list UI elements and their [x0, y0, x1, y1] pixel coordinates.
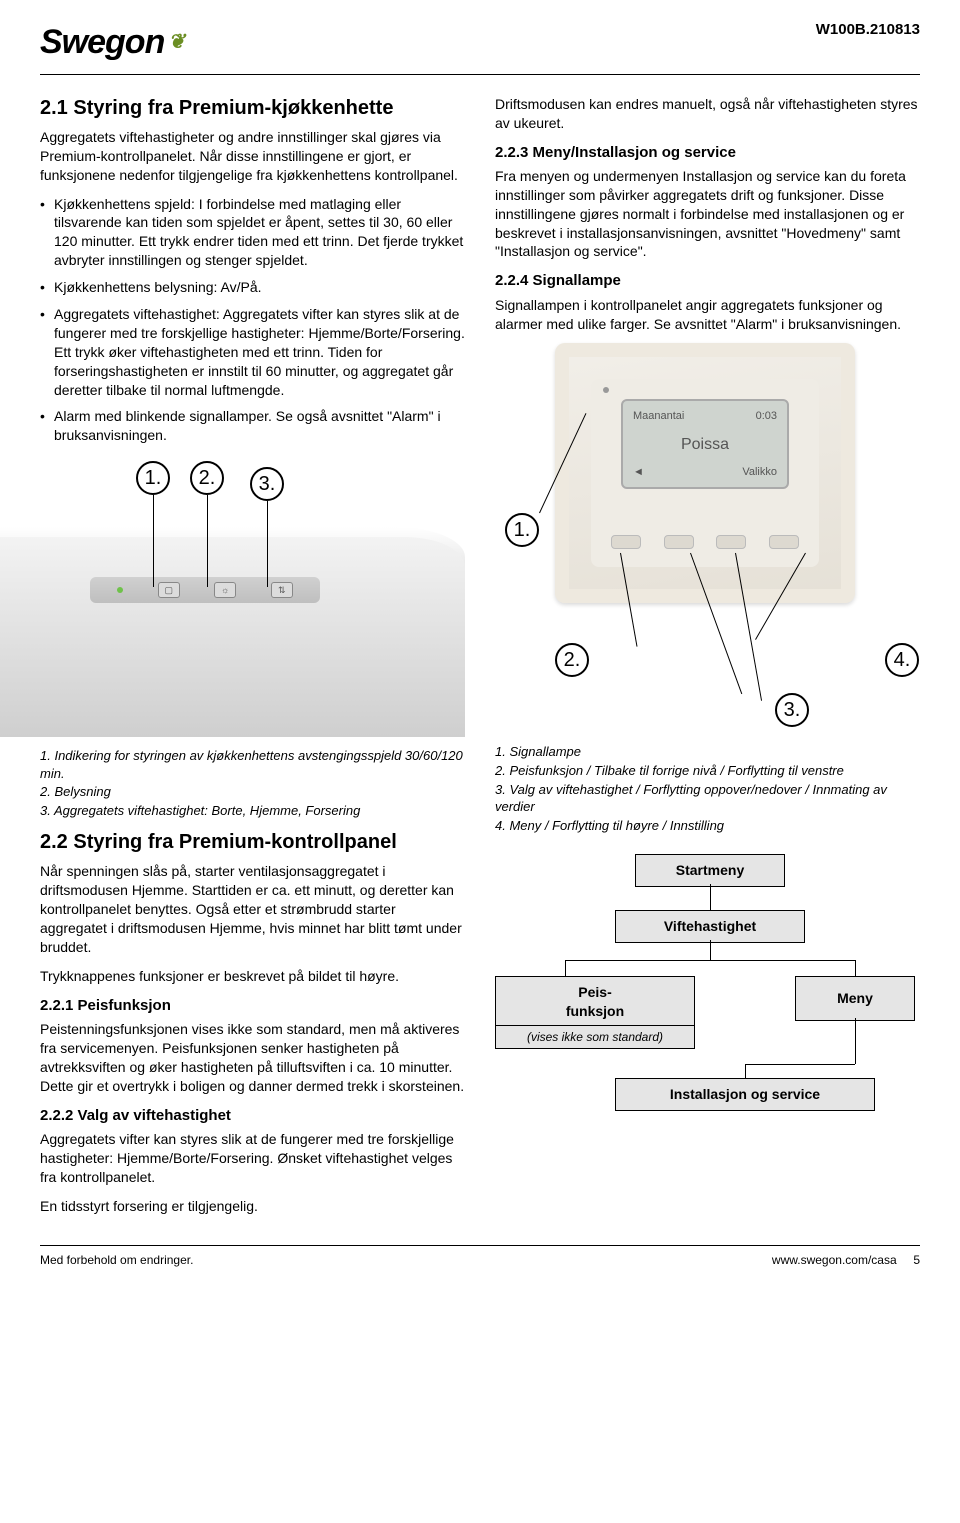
peis-line1: Peis- — [508, 983, 682, 1002]
main-columns: 2.1 Styring fra Premium-kjøkkenhette Agg… — [40, 95, 920, 1226]
page-footer: Med forbehold om endringer. www.swegon.c… — [40, 1245, 920, 1268]
footer-url: www.swegon.com/casa — [772, 1253, 897, 1267]
list-item: Aggregatets viftehastighet: Aggregatets … — [40, 305, 465, 399]
logo-text: Swegon — [40, 20, 164, 66]
lcd-screen: Maanantai 0:03 Poissa ◄ Valikko — [621, 399, 789, 489]
paragraph: Fra menyen og undermenyen Installasjon o… — [495, 167, 920, 261]
right-column: Driftsmodusen kan endres manuelt, også n… — [495, 95, 920, 1226]
menu-box-install: Installasjon og service — [615, 1078, 875, 1111]
heading-2-2-2: 2.2.2 Valg av viftehastighet — [40, 1106, 465, 1126]
callout-2: 2. — [555, 643, 589, 677]
paragraph: Aggregatets viftehastigheter og andre in… — [40, 128, 465, 185]
callout-line — [207, 495, 208, 587]
lcd-mode: Poissa — [633, 434, 777, 456]
bullet-list: Kjøkkenhettens spjeld: I forbindelse med… — [40, 195, 465, 446]
figure-caption-1: 1. Indikering for styringen av kjøkkenhe… — [40, 747, 465, 819]
menu-box-start: Startmeny — [635, 854, 785, 887]
panel-button-up — [664, 535, 694, 549]
caption-line: 1. Signallampe — [495, 743, 920, 761]
heading-2-2: 2.2 Styring fra Premium-kontrollpanel — [40, 829, 465, 856]
list-item: Alarm med blinkende signallamper. Se ogs… — [40, 407, 465, 445]
tree-line — [855, 960, 856, 976]
paragraph: Når spenningen slås på, starter ventilas… — [40, 862, 465, 956]
hood-body — [0, 537, 465, 737]
caption-line: 1. Indikering for styringen av kjøkkenhe… — [40, 747, 465, 782]
callout-2: 2. — [190, 461, 224, 495]
hood-button-1: ▢ — [158, 582, 180, 598]
wall-panel-inner: Maanantai 0:03 Poissa ◄ Valikko — [591, 379, 819, 567]
figure-kitchen-hood: ▢ ☼ ⇅ 1. 2. 3. — [40, 457, 465, 737]
logo: Swegon ❦ — [40, 20, 184, 66]
callout-1: 1. — [505, 513, 539, 547]
left-column: 2.1 Styring fra Premium-kjøkkenhette Agg… — [40, 95, 465, 1226]
tree-line — [855, 1018, 856, 1064]
menu-tree-diagram: Startmeny Viftehastighet Peis- funksjon … — [495, 854, 920, 1124]
callout-line — [267, 501, 268, 587]
page-header: Swegon ❦ W100B.210813 — [40, 20, 920, 75]
tree-line — [565, 960, 855, 961]
paragraph: Trykknappenes funksjoner er beskrevet på… — [40, 967, 465, 986]
menu-box-meny: Meny — [795, 976, 915, 1021]
lcd-right-soft: Valikko — [742, 465, 777, 480]
lcd-day: Maanantai — [633, 409, 684, 424]
callout-1: 1. — [136, 461, 170, 495]
tree-line — [745, 1064, 855, 1065]
paragraph: En tidsstyrt forsering er tilgjengelig. — [40, 1197, 465, 1216]
hood-control-panel: ▢ ☼ ⇅ — [90, 577, 320, 603]
caption-line: 4. Meny / Forflytting til høyre / Innsti… — [495, 817, 920, 835]
paragraph: Signallampen i kontrollpanelet angir agg… — [495, 296, 920, 334]
paragraph: Aggregatets vifter kan styres slik at de… — [40, 1130, 465, 1187]
heading-2-2-3: 2.2.3 Meny/Installasjon og service — [495, 143, 920, 163]
menu-box-vifte: Viftehastighet — [615, 910, 805, 943]
callout-4: 4. — [885, 643, 919, 677]
hood-led-icon — [117, 587, 123, 593]
heading-2-1: 2.1 Styring fra Premium-kjøkkenhette — [40, 95, 465, 122]
callout-line — [153, 495, 154, 587]
panel-button-right — [769, 535, 799, 549]
figure-caption-2: 1. Signallampe 2. Peisfunksjon / Tilbake… — [495, 743, 920, 834]
footer-page-number: 5 — [913, 1253, 920, 1267]
peis-line2: funksjon — [508, 1002, 682, 1021]
heading-2-2-1: 2.2.1 Peisfunksjon — [40, 996, 465, 1016]
footer-left: Med forbehold om endringer. — [40, 1252, 193, 1268]
logo-leaf-icon: ❦ — [168, 29, 184, 56]
lcd-time: 0:03 — [756, 409, 777, 424]
paragraph: Peistenningsfunksjonen vises ikke som st… — [40, 1020, 465, 1096]
tree-line — [745, 1064, 746, 1078]
hood-button-3: ⇅ — [271, 582, 293, 598]
wall-panel-frame: Maanantai 0:03 Poissa ◄ Valikko — [555, 343, 855, 603]
signal-lamp-icon — [603, 387, 609, 393]
document-id: W100B.210813 — [816, 20, 920, 40]
hood-button-2: ☼ — [214, 582, 236, 598]
tree-line — [710, 940, 711, 960]
panel-button-row — [611, 535, 799, 549]
callout-3: 3. — [250, 467, 284, 501]
caption-line: 3. Aggregatets viftehastighet: Borte, Hj… — [40, 802, 465, 820]
caption-line: 2. Peisfunksjon / Tilbake til forrige ni… — [495, 762, 920, 780]
caption-line: 2. Belysning — [40, 783, 465, 801]
caption-line: 3. Valg av viftehastighet / Forflytting … — [495, 781, 920, 816]
heading-2-2-4: 2.2.4 Signallampe — [495, 271, 920, 291]
tree-line — [710, 884, 711, 910]
tree-line — [565, 960, 566, 976]
paragraph: Driftsmodusen kan endres manuelt, også n… — [495, 95, 920, 133]
list-item: Kjøkkenhettens spjeld: I forbindelse med… — [40, 195, 465, 271]
panel-button-down — [716, 535, 746, 549]
callout-3: 3. — [775, 693, 809, 727]
figure-control-panel: Maanantai 0:03 Poissa ◄ Valikko — [495, 343, 920, 733]
menu-box-peis: Peis- funksjon (vises ikke som standard) — [495, 976, 695, 1049]
lcd-left-soft: ◄ — [633, 465, 644, 480]
peis-sub: (vises ikke som standard) — [496, 1025, 694, 1048]
panel-button-left — [611, 535, 641, 549]
list-item: Kjøkkenhettens belysning: Av/På. — [40, 278, 465, 297]
